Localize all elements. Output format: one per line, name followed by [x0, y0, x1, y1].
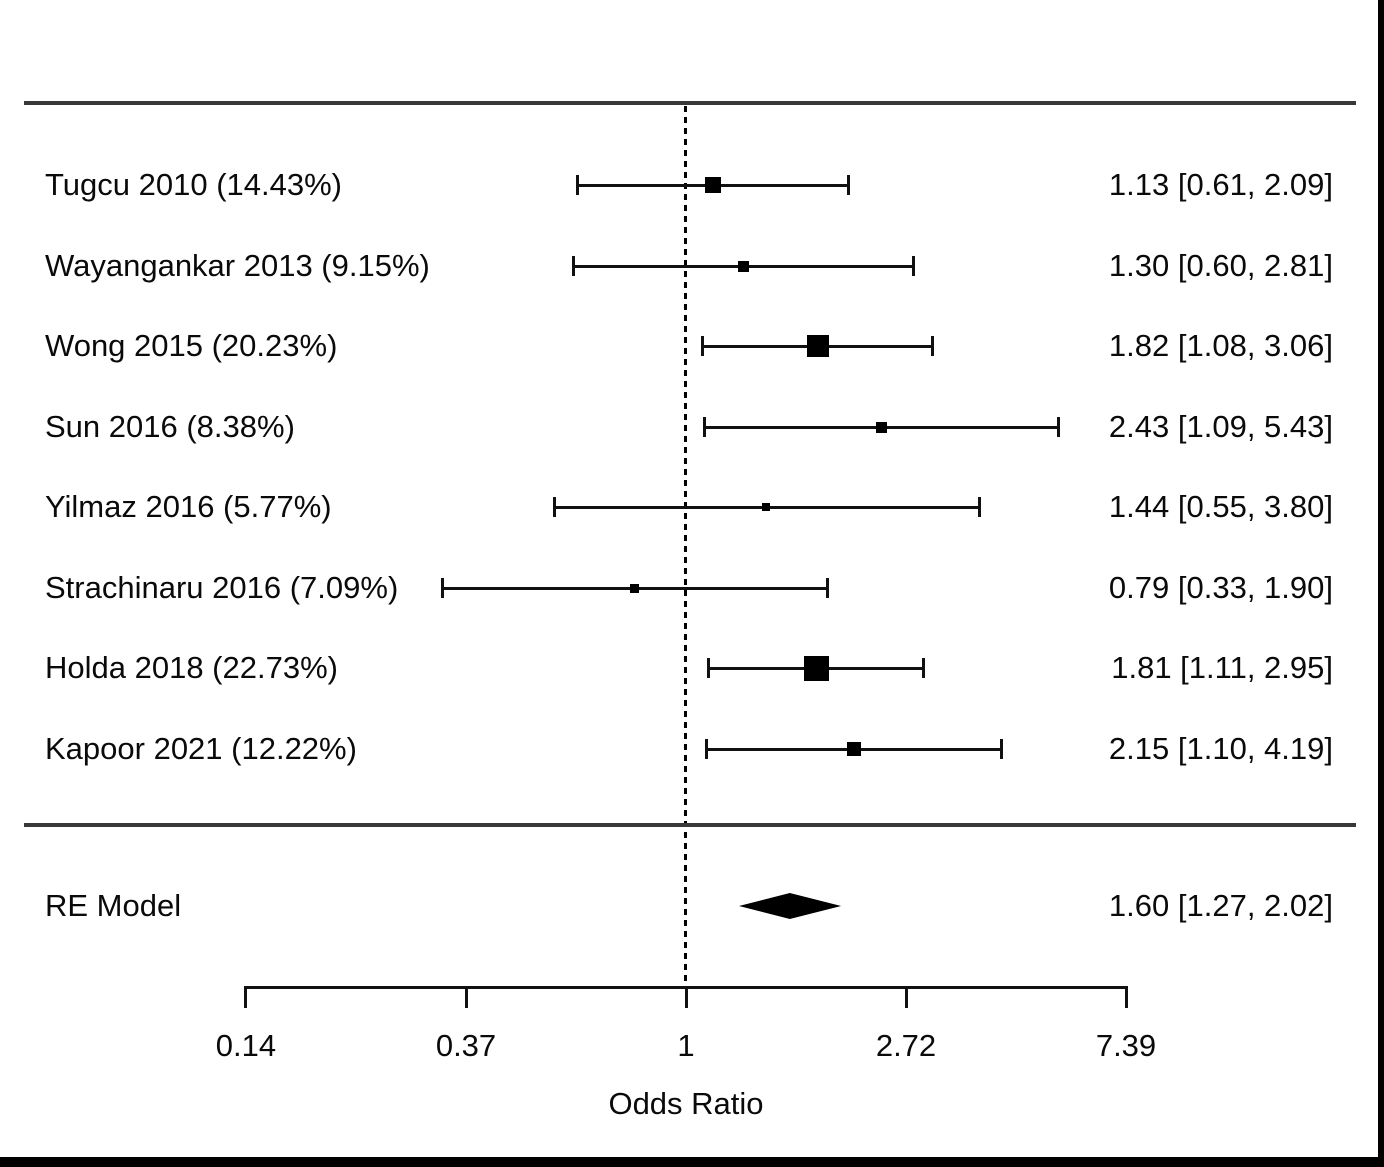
axis-tick — [244, 986, 248, 1008]
point-marker — [762, 503, 771, 511]
ci-cap-left — [701, 336, 705, 356]
border-bottom — [0, 1157, 1384, 1167]
point-marker — [806, 335, 829, 357]
ci-cap-right — [930, 336, 934, 356]
summary-annotation: 1.60 [1.27, 2.02] — [1108, 888, 1333, 923]
ci-cap-left — [440, 578, 444, 598]
study-label: Wong 2015 (20.23%) — [45, 328, 338, 363]
summary-label: RE Model — [45, 888, 182, 923]
ci-cap-right — [1056, 417, 1060, 437]
top-rule — [24, 101, 1356, 105]
axis-tick-label: 0.14 — [215, 1028, 277, 1063]
axis-tick-label: 7.39 — [1095, 1028, 1157, 1063]
study-label: Kapoor 2021 (12.22%) — [45, 731, 357, 766]
ci-cap-right — [922, 658, 926, 678]
axis-tick-label: 0.37 — [435, 1028, 497, 1063]
ci-cap-right — [825, 578, 829, 598]
point-marker — [738, 260, 750, 272]
border-right — [1378, 0, 1384, 1167]
study-annotation: 1.81 [1.11, 2.95] — [1111, 650, 1333, 685]
axis-tick — [1124, 986, 1128, 1008]
point-marker — [629, 583, 639, 593]
study-label: Wayangankar 2013 (9.15%) — [45, 248, 430, 283]
ci-cap-right — [846, 175, 850, 195]
study-annotation: 2.15 [1.10, 4.19] — [1108, 731, 1333, 766]
study-label: Strachinaru 2016 (7.09%) — [45, 570, 399, 605]
study-label: Tugcu 2010 (14.43%) — [45, 167, 342, 202]
ci-cap-left — [552, 497, 556, 517]
study-annotation: 1.44 [0.55, 3.80] — [1108, 489, 1333, 524]
study-label: Sun 2016 (8.38%) — [45, 409, 295, 444]
ci-cap-left — [705, 739, 709, 759]
study-annotation: 1.13 [0.61, 2.09] — [1108, 167, 1333, 202]
x-axis-title: Odds Ratio — [608, 1086, 764, 1121]
axis-tick-label: 2.72 — [875, 1028, 937, 1063]
study-label: Yilmaz 2016 (5.77%) — [45, 489, 332, 524]
point-marker — [875, 421, 887, 433]
axis-tick — [904, 986, 908, 1008]
summary-diamond — [738, 893, 841, 919]
point-marker — [704, 177, 721, 193]
reference-line — [684, 106, 687, 987]
study-annotation: 1.82 [1.08, 3.06] — [1108, 328, 1333, 363]
point-marker — [804, 655, 830, 681]
axis-tick — [464, 986, 468, 1008]
summary-separator — [24, 823, 1356, 827]
ci-cap-right — [999, 739, 1003, 759]
ci-cap-left — [707, 658, 711, 678]
ci-cap-left — [575, 175, 579, 195]
ci-cap-left — [703, 417, 707, 437]
study-label: Holda 2018 (22.73%) — [45, 650, 338, 685]
study-annotation: 2.43 [1.09, 5.43] — [1108, 409, 1333, 444]
ci-cap-right — [978, 497, 982, 517]
study-annotation: 1.30 [0.60, 2.81] — [1108, 248, 1333, 283]
axis-tick — [684, 986, 688, 1008]
ci-cap-right — [911, 256, 915, 276]
study-annotation: 0.79 [0.33, 1.90] — [1108, 570, 1333, 605]
axis-tick-label: 1 — [677, 1028, 695, 1063]
ci-cap-left — [572, 256, 576, 276]
point-marker — [847, 742, 862, 756]
